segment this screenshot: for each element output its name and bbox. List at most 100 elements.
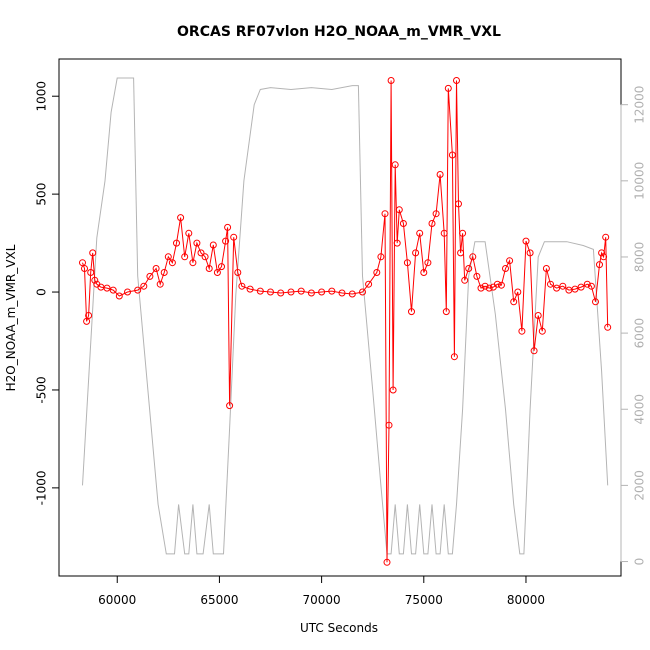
data-point [506, 257, 514, 265]
data-point [493, 280, 501, 288]
data-point [571, 285, 579, 293]
data-point [559, 282, 567, 290]
data-point [348, 290, 356, 298]
altitude-polyline [82, 77, 609, 555]
data-point [442, 308, 450, 316]
x-axis: 60000 65000 70000 75000 80000 [98, 575, 545, 607]
data-point [277, 289, 285, 297]
data-point [457, 249, 465, 257]
data-point [448, 151, 456, 159]
data-point [201, 253, 209, 261]
data-point [230, 233, 238, 241]
y2-tick-label: 6000 [633, 318, 647, 349]
y2-tick-label: 8000 [633, 242, 647, 273]
data-point [213, 269, 221, 276]
data-point [485, 284, 493, 292]
data-point [587, 282, 595, 290]
y-tick-label: 0 [35, 288, 49, 296]
chart-title: ORCAS RF07vlon H2O_NOAA_m_VMR_VXL [177, 24, 501, 40]
data-point [436, 171, 444, 178]
x-tick-label: 65000 [200, 593, 238, 607]
y2-tick-label: 12000 [633, 86, 647, 124]
y-tick-label: 1000 [35, 81, 49, 112]
data-point [416, 229, 424, 237]
data-point [469, 253, 477, 261]
data-point [387, 77, 395, 84]
data-point [373, 269, 381, 276]
data-point [459, 229, 467, 237]
data-point [307, 289, 315, 297]
data-point [226, 402, 234, 410]
data-point [497, 281, 505, 289]
data-point [103, 284, 111, 292]
y-axis: -1000 -500 0 500 1000 [35, 81, 60, 505]
data-point [444, 84, 452, 92]
data-point [596, 261, 603, 269]
data-point [383, 558, 391, 566]
data-point [189, 259, 197, 267]
data-point [222, 237, 230, 245]
data-point [453, 77, 460, 84]
data-point [89, 249, 97, 257]
data-point [287, 288, 295, 296]
data-point [146, 272, 154, 280]
data-point [465, 265, 473, 272]
data-point [583, 280, 591, 288]
data-point [218, 263, 225, 271]
data-point [538, 327, 546, 335]
data-point [424, 259, 432, 267]
data-point [534, 312, 542, 319]
data-point [246, 285, 254, 293]
data-point [403, 259, 411, 267]
data-point [547, 280, 554, 288]
y-tick-label: 500 [35, 183, 49, 206]
data-point [81, 265, 88, 272]
data-point [83, 317, 91, 325]
y2-tick-label: 10000 [633, 162, 647, 200]
data-point [224, 223, 232, 231]
data-point [604, 323, 612, 331]
x-axis-label: UTC Seconds [300, 621, 378, 635]
y-tick-label: -500 [35, 376, 49, 403]
data-point [530, 347, 538, 355]
data-point [420, 269, 428, 276]
data-point [359, 288, 366, 296]
data-point [510, 298, 518, 306]
data-point [412, 249, 420, 257]
data-point [338, 289, 346, 297]
data-point [197, 249, 205, 257]
data-point [209, 241, 217, 249]
series-line [82, 80, 609, 563]
data-point [481, 282, 489, 290]
y2-tick-label: 0 [633, 558, 647, 566]
data-point [577, 283, 585, 291]
data-point [522, 237, 530, 245]
data-point [408, 308, 415, 316]
data-point [152, 265, 160, 272]
data-point [395, 206, 403, 214]
data-point [91, 276, 99, 284]
data-point [256, 287, 264, 295]
data-point [87, 269, 95, 276]
data-point [461, 276, 469, 284]
data-point [602, 233, 610, 241]
data-point [385, 421, 393, 429]
data-point [455, 200, 462, 208]
data-point [477, 284, 485, 292]
data-point [393, 239, 401, 247]
data-point [173, 239, 180, 247]
y-tick-label: -1000 [35, 470, 49, 505]
data-point [553, 284, 561, 292]
data-point [115, 292, 123, 300]
data-point [238, 282, 246, 290]
y2-axis: 0 2000 4000 6000 8000 10000 12000 [620, 86, 647, 566]
altitude-line [82, 77, 609, 555]
data-point [109, 286, 117, 294]
data-point [440, 229, 448, 237]
data-point [389, 386, 397, 394]
data-point [428, 220, 436, 227]
data-point [381, 210, 389, 218]
data-point [156, 280, 164, 288]
data-point [205, 265, 213, 272]
